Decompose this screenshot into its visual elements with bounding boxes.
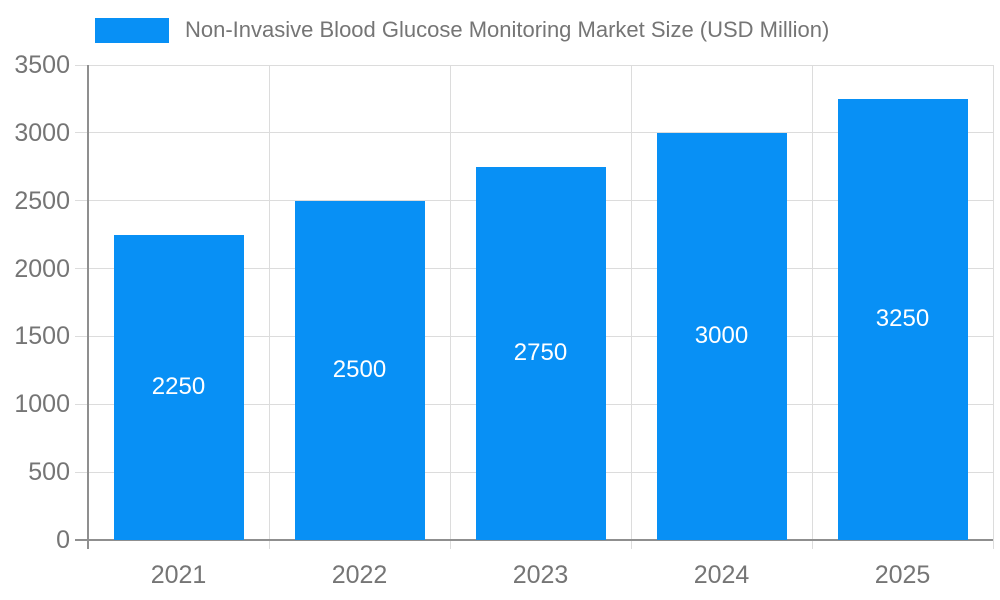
legend-swatch bbox=[95, 17, 169, 43]
bar-value-label: 2250 bbox=[151, 373, 206, 401]
y-axis-tick-label: 3000 bbox=[14, 118, 70, 147]
bar-value-label: 2500 bbox=[332, 356, 387, 384]
y-axis-tick-label: 0 bbox=[56, 526, 70, 554]
legend: Non-Invasive Blood Glucose Monitoring Ma… bbox=[95, 17, 829, 43]
gridline-vertical bbox=[268, 65, 270, 549]
bar-value-label: 2750 bbox=[513, 339, 568, 367]
y-axis-tick-label: 1000 bbox=[14, 390, 70, 419]
y-axis-tick-label: 2000 bbox=[14, 254, 70, 283]
x-axis-tick-label: 2022 bbox=[331, 561, 388, 589]
bar: 2250 bbox=[113, 234, 244, 540]
y-axis-tick-label: 1500 bbox=[14, 322, 70, 351]
y-axis-tick-label: 500 bbox=[28, 458, 70, 487]
gridline-vertical bbox=[992, 65, 994, 549]
x-axis-tick-label: 2021 bbox=[150, 561, 207, 589]
gridline-vertical bbox=[449, 65, 451, 549]
bar-value-label: 3250 bbox=[875, 305, 930, 333]
gridline-vertical bbox=[630, 65, 632, 549]
x-axis-tick-label: 2023 bbox=[512, 561, 569, 589]
y-axis-tick-label: 2500 bbox=[14, 186, 70, 215]
legend-title: Non-Invasive Blood Glucose Monitoring Ma… bbox=[185, 17, 830, 42]
bar: 2750 bbox=[475, 166, 606, 540]
y-axis-line bbox=[87, 65, 89, 549]
bar: 3250 bbox=[837, 98, 968, 540]
gridline-vertical bbox=[811, 65, 813, 549]
y-axis-tick-label: 3500 bbox=[14, 51, 70, 79]
gridline-horizontal bbox=[75, 64, 993, 66]
bar: 2500 bbox=[294, 200, 425, 540]
bar-value-label: 3000 bbox=[694, 322, 749, 350]
x-axis-tick-label: 2024 bbox=[693, 561, 750, 589]
x-axis-tick-label: 2025 bbox=[874, 561, 931, 589]
gridline-horizontal bbox=[75, 132, 993, 134]
x-axis-line bbox=[75, 539, 993, 541]
bar: 3000 bbox=[656, 132, 787, 540]
